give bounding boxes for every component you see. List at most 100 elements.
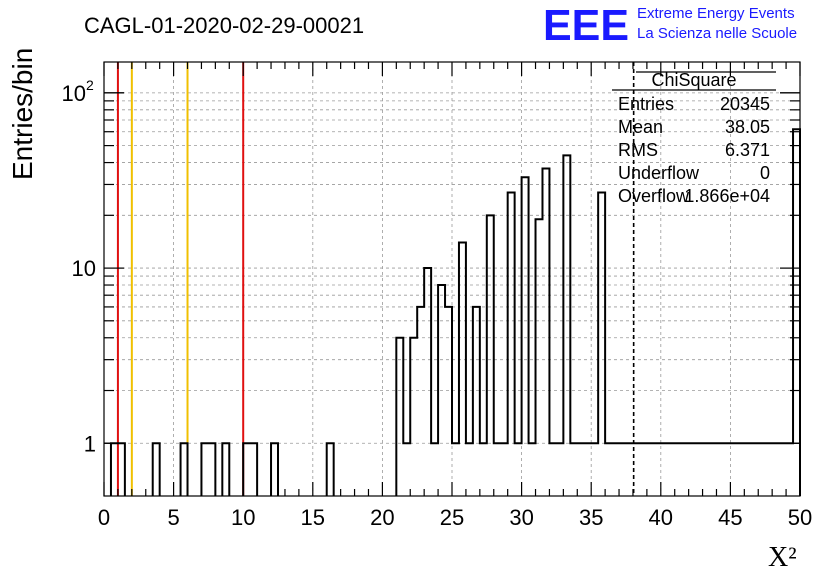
- x-tick-label: 45: [718, 505, 742, 530]
- histogram-bin: [772, 443, 779, 496]
- y-tick-label: 10: [72, 256, 96, 281]
- histogram-bin: [118, 443, 125, 496]
- stats-title: ChiSquare: [651, 70, 736, 90]
- histogram-bin: [431, 443, 438, 496]
- histogram-bin: [480, 443, 487, 496]
- histogram-bin: [703, 443, 710, 496]
- reference-lines: [116, 62, 635, 496]
- histogram-bin: [542, 169, 549, 496]
- x-tick-label: 5: [167, 505, 179, 530]
- histogram-bin: [549, 443, 556, 496]
- histogram-bin: [403, 443, 410, 496]
- histogram-bin: [654, 443, 661, 496]
- histogram-bin: [396, 338, 403, 496]
- histogram-bin: [327, 443, 334, 496]
- histogram-bin: [536, 219, 543, 496]
- histogram-bin: [529, 443, 536, 496]
- histogram-bin: [786, 443, 793, 496]
- eee-logo: EEE: [543, 1, 629, 50]
- histogram-bin: [598, 192, 605, 496]
- histogram-bin: [751, 443, 758, 496]
- histogram-bin: [640, 443, 647, 496]
- histogram-bin: [201, 443, 208, 496]
- stats-row-value: 1.866e+04: [684, 186, 770, 206]
- x-tick-label: 0: [98, 505, 110, 530]
- stats-row-value: 20345: [720, 94, 770, 114]
- x-tick-label: 30: [509, 505, 533, 530]
- x-tick-label: 25: [440, 505, 464, 530]
- histogram-bin: [765, 443, 772, 496]
- histogram-bin: [417, 307, 424, 496]
- logo-line-2: La Scienza nelle Scuole: [637, 25, 797, 42]
- histogram-bin: [626, 443, 633, 496]
- histogram-bin: [730, 443, 737, 496]
- histogram-bin: [716, 443, 723, 496]
- stats-row-value: 6.371: [725, 140, 770, 160]
- histogram-bin: [153, 443, 160, 496]
- histogram-bin: [424, 268, 431, 496]
- histogram-bin: [494, 443, 501, 496]
- histogram-bin: [584, 443, 591, 496]
- x-tick-label: 50: [788, 505, 812, 530]
- histogram-bin: [723, 443, 730, 496]
- histogram-bin: [466, 443, 473, 496]
- stats-row-label: RMS: [618, 140, 658, 160]
- histogram-bin: [779, 443, 786, 496]
- histogram-bin: [522, 177, 529, 496]
- histogram-bin: [619, 443, 626, 496]
- histogram-bin: [250, 443, 257, 496]
- histogram-bin: [675, 443, 682, 496]
- histogram-bin: [459, 242, 466, 496]
- x-tick-labels: 0 5 10 15 20 25 30 35 40 45 50: [98, 505, 812, 530]
- axis-ticks: [103, 62, 801, 496]
- histogram-bin: [744, 443, 751, 496]
- histogram-bin: [591, 443, 598, 496]
- histogram-bin: [682, 443, 689, 496]
- histogram-bin: [710, 443, 717, 496]
- histogram-bin: [508, 192, 515, 496]
- histogram-bin: [501, 443, 508, 496]
- stats-row-value: 38.05: [725, 117, 770, 137]
- histogram-bin: [605, 443, 612, 496]
- run-title: CAGL-01-2020-02-29-00021: [84, 13, 364, 38]
- x-tick-label: 15: [301, 505, 325, 530]
- histogram-bin: [689, 443, 696, 496]
- histogram-bin: [208, 443, 215, 496]
- histogram-bin: [570, 443, 577, 496]
- histogram-bin: [438, 285, 445, 496]
- x-tick-label: 20: [370, 505, 394, 530]
- histogram-bin: [647, 443, 654, 496]
- histogram-bin: [563, 155, 570, 496]
- y-axis-label: Entries/bin: [7, 48, 38, 180]
- stats-row-value: 0: [760, 163, 770, 183]
- stats-row-label: Overflow: [618, 186, 690, 206]
- histogram-bin: [737, 443, 744, 496]
- histogram-bin: [696, 443, 703, 496]
- histogram-bin: [445, 307, 452, 496]
- x-tick-label: 40: [649, 505, 673, 530]
- histogram-bin: [661, 443, 668, 496]
- x-axis-label: X²: [768, 542, 797, 572]
- histogram-bin: [612, 443, 619, 496]
- histogram-bin: [556, 443, 563, 496]
- histogram-bin: [410, 338, 417, 496]
- y-tick-exponent: 2: [86, 77, 94, 93]
- stats-row-label: Underflow: [618, 163, 700, 183]
- histogram-bin: [222, 443, 229, 496]
- histogram-bin: [271, 443, 278, 496]
- histogram-bin: [473, 307, 480, 496]
- histogram-bin: [577, 443, 584, 496]
- y-tick-label: 10: [62, 81, 86, 106]
- histogram-bin: [633, 443, 640, 496]
- stats-row-label: Mean: [618, 117, 663, 137]
- y-tick-label: 1: [84, 431, 96, 456]
- histogram-bin: [452, 443, 459, 496]
- statistics-box: ChiSquare Entries 20345 Mean 38.05 RMS 6.371 U…: [612, 70, 776, 206]
- histogram-bin: [758, 443, 765, 496]
- histogram-bin: [243, 443, 250, 496]
- x-tick-label: 35: [579, 505, 603, 530]
- stats-row-label: Entries: [618, 94, 674, 114]
- histogram-bin: [515, 443, 522, 496]
